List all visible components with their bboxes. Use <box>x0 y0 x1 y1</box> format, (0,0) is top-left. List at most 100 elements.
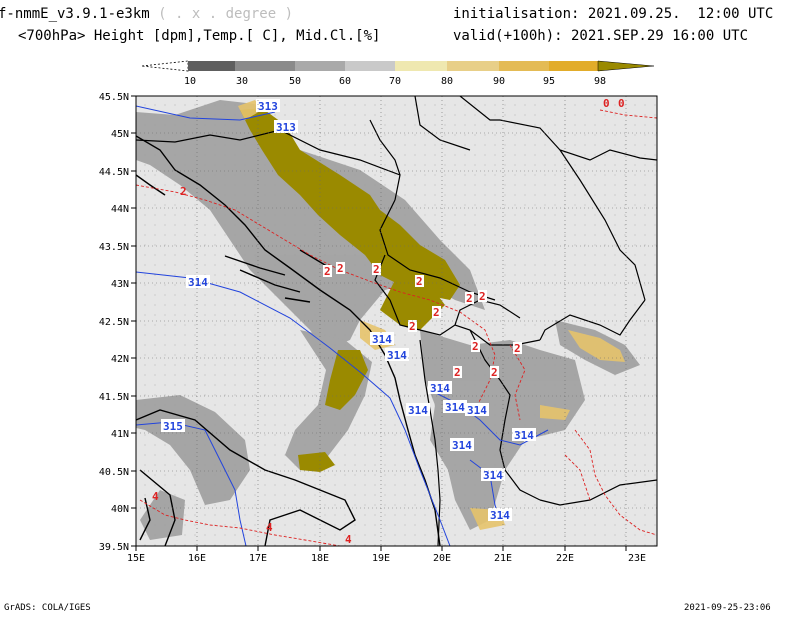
svg-text:315: 315 <box>163 420 183 433</box>
temp-label: 2 <box>490 366 499 379</box>
lat-label: 43.5N <box>99 242 129 253</box>
temp-label: 4 <box>266 521 273 534</box>
colorbar-label: 10 <box>184 76 196 87</box>
colorbar-label: 30 <box>236 76 248 87</box>
svg-text:314: 314 <box>445 401 465 414</box>
field-subtitle: <700hPa> Height [dpm],Temp.[ C], Mid.Cl.… <box>18 28 381 44</box>
temp-label: 2 <box>372 263 381 276</box>
colorbar-cell <box>447 61 499 71</box>
svg-text:2: 2 <box>491 366 498 379</box>
svg-text:2: 2 <box>466 292 473 305</box>
lon-label: 23E <box>628 553 646 564</box>
lon-label: 16E <box>188 553 206 564</box>
temp-label: 2 <box>323 265 332 278</box>
height-label: 314 <box>465 403 489 417</box>
colorbar-label: 50 <box>289 76 301 87</box>
units-note: ( . x . degree ) <box>158 6 294 22</box>
height-label: 314 <box>488 508 512 522</box>
lat-label: 44N <box>111 204 129 215</box>
svg-text:2: 2 <box>373 263 380 276</box>
svg-text:314: 314 <box>188 276 208 289</box>
svg-text:314: 314 <box>452 439 472 452</box>
temp-label: 0 <box>618 97 625 110</box>
temp-label: 2 <box>336 262 345 275</box>
lon-label: 20E <box>433 553 451 564</box>
temp-label: 2 <box>415 275 424 288</box>
svg-text:314: 314 <box>430 382 450 395</box>
svg-text:313: 313 <box>276 121 296 134</box>
svg-text:313: 313 <box>258 100 278 113</box>
lon-label: 22E <box>556 553 574 564</box>
svg-text:314: 314 <box>387 349 407 362</box>
colorbar-cell <box>345 61 395 71</box>
colorbar-cell <box>235 61 295 71</box>
temp-label: 2 <box>432 306 441 319</box>
lat-label: 40.5N <box>99 467 129 478</box>
lat-label: 40N <box>111 504 129 515</box>
colorbar-cell <box>188 61 235 71</box>
svg-text:4: 4 <box>152 490 159 503</box>
lat-label: 45.5N <box>99 92 129 103</box>
temp-label: 0 <box>603 97 610 110</box>
colorbar-label: 90 <box>493 76 505 87</box>
svg-text:314: 314 <box>490 509 510 522</box>
svg-text:2: 2 <box>454 366 461 379</box>
temperature-contours <box>136 109 657 546</box>
lat-label: 39.5N <box>99 542 129 553</box>
svg-text:314: 314 <box>372 333 392 346</box>
svg-text:314: 314 <box>408 404 428 417</box>
temp-label: 2 <box>513 342 522 355</box>
initialisation-time: initialisation: 2021.09.25. 12:00 UTC <box>453 6 774 22</box>
height-label: 313 <box>256 99 280 113</box>
colorbar-cell <box>395 61 447 71</box>
height-label: 314 <box>186 275 210 289</box>
lat-label: 45N <box>111 129 129 140</box>
colorbar-cell <box>549 61 598 71</box>
coastlines <box>136 135 441 546</box>
temp-label: 2 <box>180 185 187 198</box>
temp-label: 2 <box>478 290 487 303</box>
cloud-dense-layer <box>240 108 460 472</box>
height-label: 315 <box>161 419 185 433</box>
colorbar-label: 98 <box>594 76 606 87</box>
lon-label: 21E <box>494 553 512 564</box>
lon-label: 18E <box>311 553 329 564</box>
height-label: 314 <box>406 403 430 417</box>
lat-label: 42N <box>111 354 129 365</box>
svg-text:2: 2 <box>180 185 187 198</box>
temp-label: 2 <box>465 292 474 305</box>
svg-text:314: 314 <box>467 404 487 417</box>
svg-text:2: 2 <box>472 340 479 353</box>
colorbar-label: 95 <box>543 76 555 87</box>
height-label: 314 <box>443 400 467 414</box>
svg-text:2: 2 <box>324 265 331 278</box>
height-label: 313 <box>274 120 298 134</box>
colorbar: 10 30 50 60 70 80 90 95 98 <box>141 60 655 87</box>
temp-label: 2 <box>408 320 417 333</box>
lat-label: 43N <box>111 279 129 290</box>
svg-text:0: 0 <box>603 97 610 110</box>
map-area: 313 313 314 314 314 314 314 314 314 314 … <box>136 96 657 546</box>
svg-text:0: 0 <box>618 97 625 110</box>
svg-text:2: 2 <box>433 306 440 319</box>
colorbar-label: 60 <box>339 76 351 87</box>
lon-label: 15E <box>127 553 145 564</box>
valid-time: valid(+100h): 2021.SEP.29 16:00 UTC <box>453 28 749 44</box>
render-timestamp: 2021-09-25-23:06 <box>684 603 771 613</box>
height-label: 314 <box>512 428 536 442</box>
graticule <box>136 96 657 546</box>
colorbar-label: 70 <box>389 76 401 87</box>
temp-label: 4 <box>152 490 159 503</box>
colorbar-cell <box>295 61 345 71</box>
temp-label: 2 <box>453 366 462 379</box>
colorbar-cap-right <box>597 60 655 72</box>
svg-text:314: 314 <box>483 469 503 482</box>
height-label: 314 <box>481 468 505 482</box>
svg-text:314: 314 <box>514 429 534 442</box>
svg-text:2: 2 <box>337 262 344 275</box>
colorbar-label: 80 <box>441 76 453 87</box>
temp-label: 2 <box>471 340 480 353</box>
svg-text:2: 2 <box>416 275 423 288</box>
height-label: 314 <box>450 438 474 452</box>
